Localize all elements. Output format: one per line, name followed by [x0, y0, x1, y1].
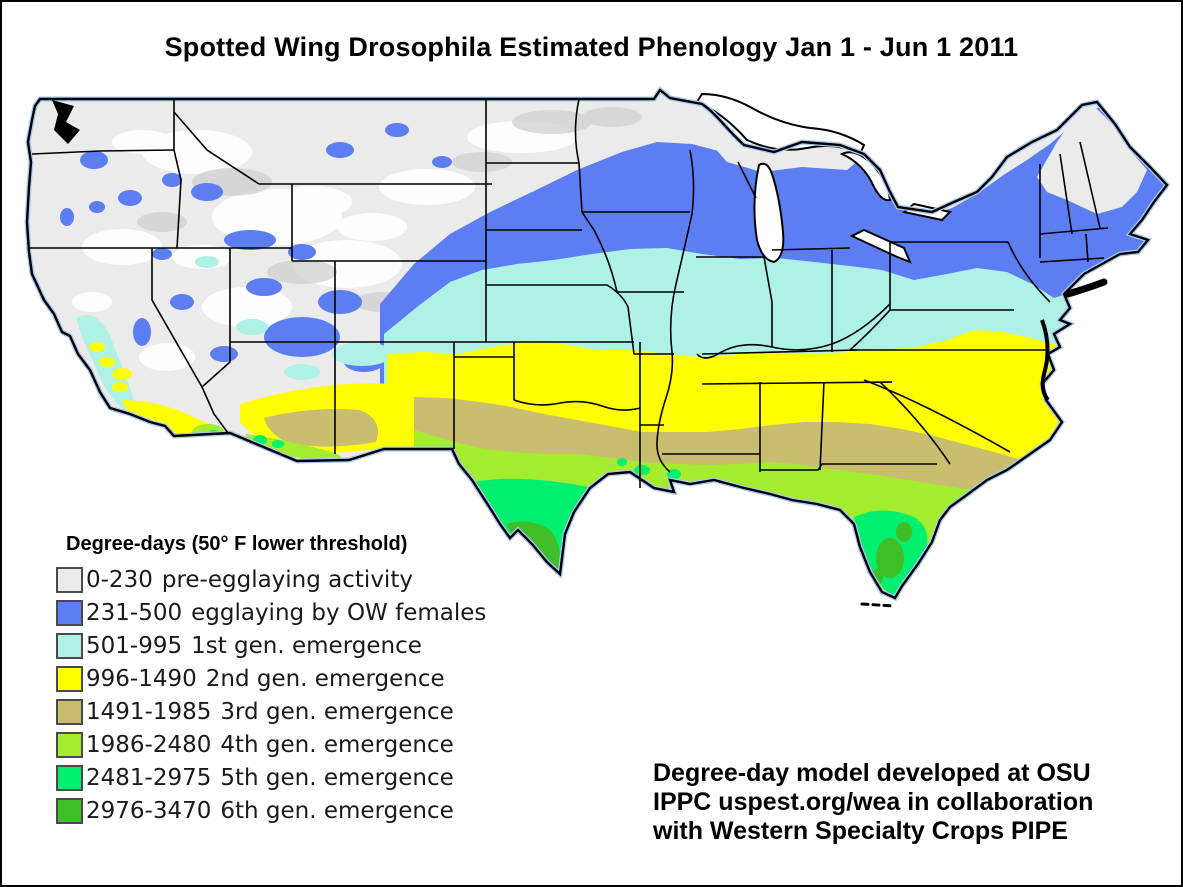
- legend-swatch: [56, 665, 83, 692]
- florida-keys: [860, 602, 896, 608]
- legend-range: 996-1490: [86, 665, 197, 692]
- legend-swatch: [56, 566, 83, 593]
- zone-gen6-florida-spots: [871, 522, 912, 585]
- attribution-line: with Western Specialty Crops PIPE: [653, 817, 1068, 845]
- long-island: [1064, 278, 1108, 298]
- legend-description: 6th gen. emergence: [220, 797, 454, 824]
- legend-swatch: [56, 731, 83, 758]
- attribution-line: Degree-day model developed at OSU: [653, 759, 1091, 787]
- legend-description: 5th gen. emergence: [220, 764, 454, 791]
- legend-description: 3rd gen. emergence: [220, 698, 454, 725]
- legend-range: 2976-3470: [86, 797, 212, 824]
- lake-huron: [839, 151, 892, 202]
- legend-range: 1986-2480: [86, 731, 212, 758]
- legend-description: egglaying by OW females: [191, 599, 487, 626]
- lake-superior: [695, 92, 866, 156]
- legend-range: 231-500: [86, 599, 183, 626]
- legend-range: 2481-2975: [86, 764, 212, 791]
- legend-item-gen5: 2481-2975 5th gen. emergence: [56, 761, 486, 794]
- lake-michigan: [753, 162, 785, 264]
- legend-item-gen2: 996-1490 2nd gen. emergence: [56, 662, 486, 695]
- legend-range: 1491-1985: [86, 698, 212, 725]
- attribution: Degree-day model developed at OSU IPPC u…: [653, 759, 1093, 846]
- legend-swatch: [56, 698, 83, 725]
- legend-item-gen3: 1491-1985 3rd gen. emergence: [56, 695, 486, 728]
- lake-erie: [849, 228, 912, 264]
- attribution-line: IPPC uspest.org/wea in collaboration: [653, 788, 1094, 816]
- legend-item-egglaying: 231-500 egglaying by OW females: [56, 596, 486, 629]
- legend-item-pre-egglaying: 0-230 pre-egglaying activity: [56, 563, 486, 596]
- legend-item-gen6: 2976-3470 6th gen. emergence: [56, 794, 486, 827]
- legend: Degree-days (50° F lower threshold) 0-23…: [56, 533, 486, 827]
- zone-gen5-spots: [208, 430, 681, 479]
- legend-swatch: [56, 764, 83, 791]
- legend-range: 0-230: [86, 566, 153, 593]
- legend-range: 501-995: [86, 632, 183, 659]
- puget-sound: [52, 100, 80, 144]
- chesapeake-bay: [1040, 319, 1050, 402]
- legend-swatch: [56, 599, 83, 626]
- legend-description: 2nd gen. emergence: [205, 665, 445, 692]
- us-outline: [25, 88, 1169, 600]
- page-title: Spotted Wing Drosophila Estimated Phenol…: [164, 32, 1019, 62]
- legend-item-gen4: 1986-2480 4th gen. emergence: [56, 728, 486, 761]
- zone-gen3-west-patches: [264, 409, 464, 447]
- legend-description: 4th gen. emergence: [220, 731, 454, 758]
- zone-pre-egglaying-upper-michigan: [702, 117, 860, 172]
- legend-item-gen1: 501-995 1st gen. emergence: [56, 629, 486, 662]
- legend-swatch: [56, 797, 83, 824]
- legend-swatch: [56, 632, 83, 659]
- legend-description: 1st gen. emergence: [191, 632, 422, 659]
- state-boundaries: [29, 98, 1109, 488]
- legend-description: pre-egglaying activity: [161, 566, 413, 593]
- legend-header: Degree-days (50° F lower threshold): [66, 533, 408, 555]
